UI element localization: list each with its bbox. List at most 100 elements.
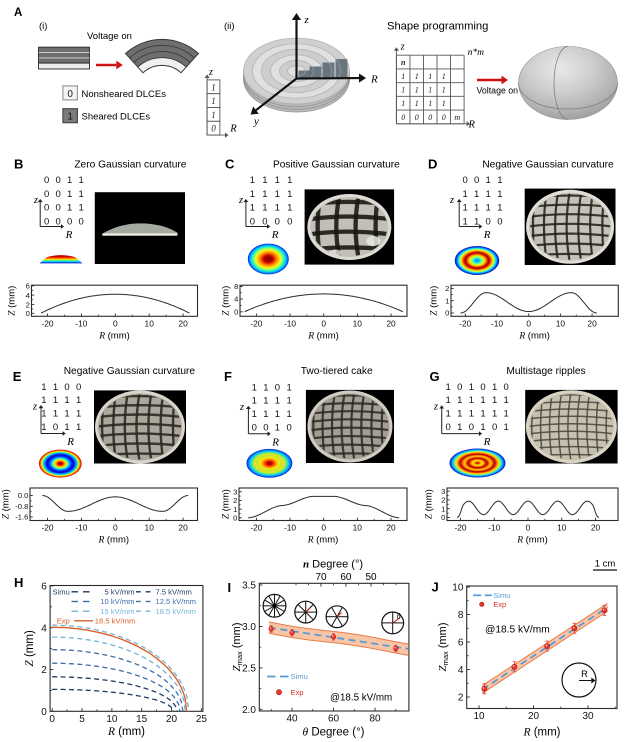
svg-text:1: 1	[211, 96, 216, 106]
svg-text:1: 1	[275, 203, 280, 214]
svg-text:1: 1	[233, 505, 237, 514]
svg-text:0: 0	[287, 216, 292, 227]
svg-text:0: 0	[442, 113, 446, 122]
svg-text:Zmax (mm): Zmax (mm)	[437, 622, 450, 671]
svg-text:1: 1	[263, 383, 268, 394]
svg-text:10 kV/mm: 10 kV/mm	[100, 597, 134, 606]
svg-text:R (mm): R (mm)	[307, 535, 339, 546]
svg-text:3.0: 3.0	[242, 622, 256, 633]
svg-text:1: 1	[441, 504, 445, 513]
svg-text:0: 0	[480, 382, 485, 393]
svg-text:8: 8	[234, 282, 238, 291]
svg-text:40: 40	[286, 714, 298, 725]
svg-text:0: 0	[321, 523, 326, 533]
svg-text:1: 1	[275, 409, 280, 420]
svg-text:n: n	[401, 58, 406, 67]
svg-text:n*m: n*m	[468, 48, 485, 58]
svg-text:0: 0	[401, 113, 405, 122]
svg-text:20: 20	[386, 318, 396, 328]
svg-text:0: 0	[53, 422, 58, 433]
svg-text:1: 1	[67, 203, 72, 214]
svg-text:0: 0	[497, 216, 502, 227]
svg-text:0.0: 0.0	[18, 491, 29, 500]
svg-text:1: 1	[415, 86, 419, 95]
svg-text:R: R	[581, 669, 588, 679]
svg-text:1: 1	[262, 203, 267, 214]
svg-text:10: 10	[145, 318, 155, 328]
svg-text:1: 1	[286, 396, 291, 407]
svg-text:Negative Gaussian curvature: Negative Gaussian curvature	[482, 159, 614, 170]
svg-text:0: 0	[234, 308, 238, 317]
svg-text:m: m	[454, 113, 460, 122]
svg-text:1: 1	[262, 175, 267, 186]
svg-text:30: 30	[582, 711, 594, 722]
svg-text:1: 1	[428, 99, 432, 108]
svg-text:0: 0	[263, 423, 268, 434]
svg-text:0: 0	[41, 707, 47, 718]
svg-text:0: 0	[504, 382, 509, 393]
svg-text:1: 1	[463, 216, 468, 227]
svg-text:0: 0	[55, 216, 60, 227]
svg-text:0: 0	[457, 382, 462, 393]
svg-text:Exp: Exp	[291, 688, 304, 697]
svg-text:1: 1	[442, 86, 446, 95]
svg-text:G: G	[430, 369, 440, 384]
svg-text:20: 20	[166, 714, 178, 725]
svg-text:-20: -20	[459, 318, 471, 328]
svg-text:E: E	[13, 369, 22, 384]
svg-text:0: 0	[55, 175, 60, 186]
svg-text:1: 1	[497, 203, 502, 214]
svg-text:1: 1	[474, 216, 479, 227]
svg-text:2: 2	[233, 496, 237, 505]
svg-text:R: R	[229, 124, 237, 135]
svg-text:4: 4	[458, 665, 464, 676]
svg-text:-10: -10	[284, 318, 296, 328]
svg-text:1: 1	[486, 175, 491, 186]
svg-text:B: B	[14, 157, 23, 172]
svg-text:-10: -10	[491, 318, 503, 328]
svg-text:0: 0	[445, 309, 449, 318]
svg-text:R (mm): R (mm)	[107, 726, 145, 738]
svg-text:-10: -10	[75, 318, 87, 328]
svg-text:1: 1	[67, 112, 73, 123]
svg-text:Z (mm): Z (mm)	[221, 489, 232, 519]
svg-text:0: 0	[44, 175, 49, 186]
svg-text:0: 0	[321, 318, 326, 328]
svg-text:0: 0	[113, 523, 118, 533]
svg-text:z: z	[304, 14, 310, 26]
svg-text:Voltage on: Voltage on	[87, 31, 132, 42]
svg-text:20: 20	[386, 523, 396, 533]
svg-text:6: 6	[41, 582, 47, 593]
svg-text:1: 1	[79, 189, 84, 200]
svg-text:10: 10	[353, 318, 363, 328]
svg-text:12.5 kV/mm: 12.5 kV/mm	[156, 597, 197, 606]
svg-text:10: 10	[145, 523, 155, 533]
svg-text:Positive Gaussian curvature: Positive Gaussian curvature	[273, 159, 400, 170]
svg-text:0: 0	[55, 203, 60, 214]
svg-text:60: 60	[328, 714, 340, 725]
svg-text:1: 1	[428, 86, 432, 95]
svg-text:10: 10	[106, 714, 118, 725]
svg-text:R (mm): R (mm)	[518, 330, 550, 341]
svg-text:1: 1	[497, 175, 502, 186]
svg-text:I: I	[228, 580, 232, 595]
svg-text:1: 1	[250, 189, 255, 200]
svg-text:1: 1	[53, 382, 58, 393]
svg-text:20: 20	[178, 523, 188, 533]
svg-text:1: 1	[446, 409, 451, 420]
svg-text:n Degree (°): n Degree (°)	[303, 559, 363, 571]
svg-text:Two-tiered cake: Two-tiered cake	[301, 366, 373, 377]
svg-text:Simu: Simu	[493, 591, 510, 600]
svg-text:2: 2	[458, 693, 464, 704]
svg-text:20: 20	[591, 523, 601, 533]
svg-text:(ii): (ii)	[224, 21, 235, 32]
svg-text:0: 0	[275, 216, 280, 227]
svg-text:1: 1	[41, 422, 46, 433]
svg-text:@18.5 kV/mm: @18.5 kV/mm	[330, 693, 392, 704]
svg-text:6: 6	[458, 638, 464, 649]
svg-text:0: 0	[49, 714, 55, 725]
svg-text:1: 1	[286, 383, 291, 394]
svg-text:2.5: 2.5	[242, 664, 256, 675]
svg-text:z: z	[32, 401, 37, 412]
svg-text:1: 1	[492, 382, 497, 393]
